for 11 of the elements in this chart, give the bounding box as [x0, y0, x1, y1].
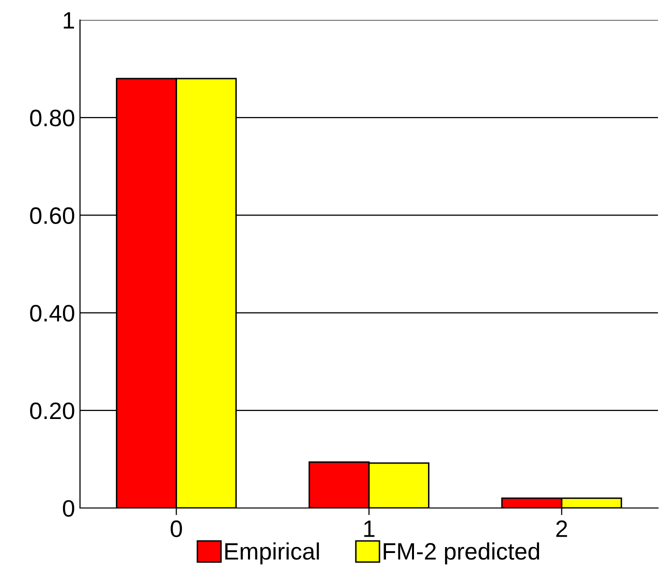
- legend-label: FM-2 predicted: [384, 542, 540, 564]
- x-tick-label: 2: [556, 520, 568, 537]
- legend-label: Empirical: [225, 542, 319, 564]
- y-tick-label: 0: [62, 500, 74, 517]
- x-tick-label: 1: [364, 520, 374, 537]
- y-tick-label: 0.20: [30, 402, 74, 420]
- y-tick-label: 0.60: [30, 207, 74, 224]
- y-tick-label: 0.40: [30, 304, 74, 322]
- y-tick-label: 0.80: [30, 110, 74, 126]
- x-tick-label: 0: [170, 520, 182, 538]
- y-tick-label: 1: [64, 12, 74, 29]
